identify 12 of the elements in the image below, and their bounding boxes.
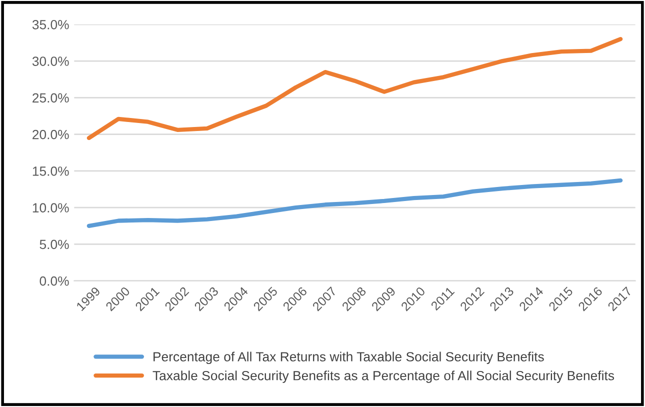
y-tick-label: 20.0% <box>32 130 69 140</box>
legend-label: Percentage of All Tax Returns with Taxable Social Security Benefits <box>154 352 544 364</box>
y-tick-label: 25.0% <box>32 93 69 103</box>
y-tick-label: 5.0% <box>40 240 69 250</box>
line-series <box>86 178 623 228</box>
y-tick-label: 0.0% <box>40 276 69 286</box>
y-tick-label: 10.0% <box>32 203 69 212</box>
y-tick-label: 30.0% <box>32 56 69 66</box>
y-tick-label: 35.0% <box>32 20 69 30</box>
legend-label: Taxable Social Security Benefits as a Percentage of All Social Security Benefits <box>152 370 614 383</box>
y-tick-label: 15.0% <box>32 166 69 176</box>
line-series <box>86 36 623 140</box>
